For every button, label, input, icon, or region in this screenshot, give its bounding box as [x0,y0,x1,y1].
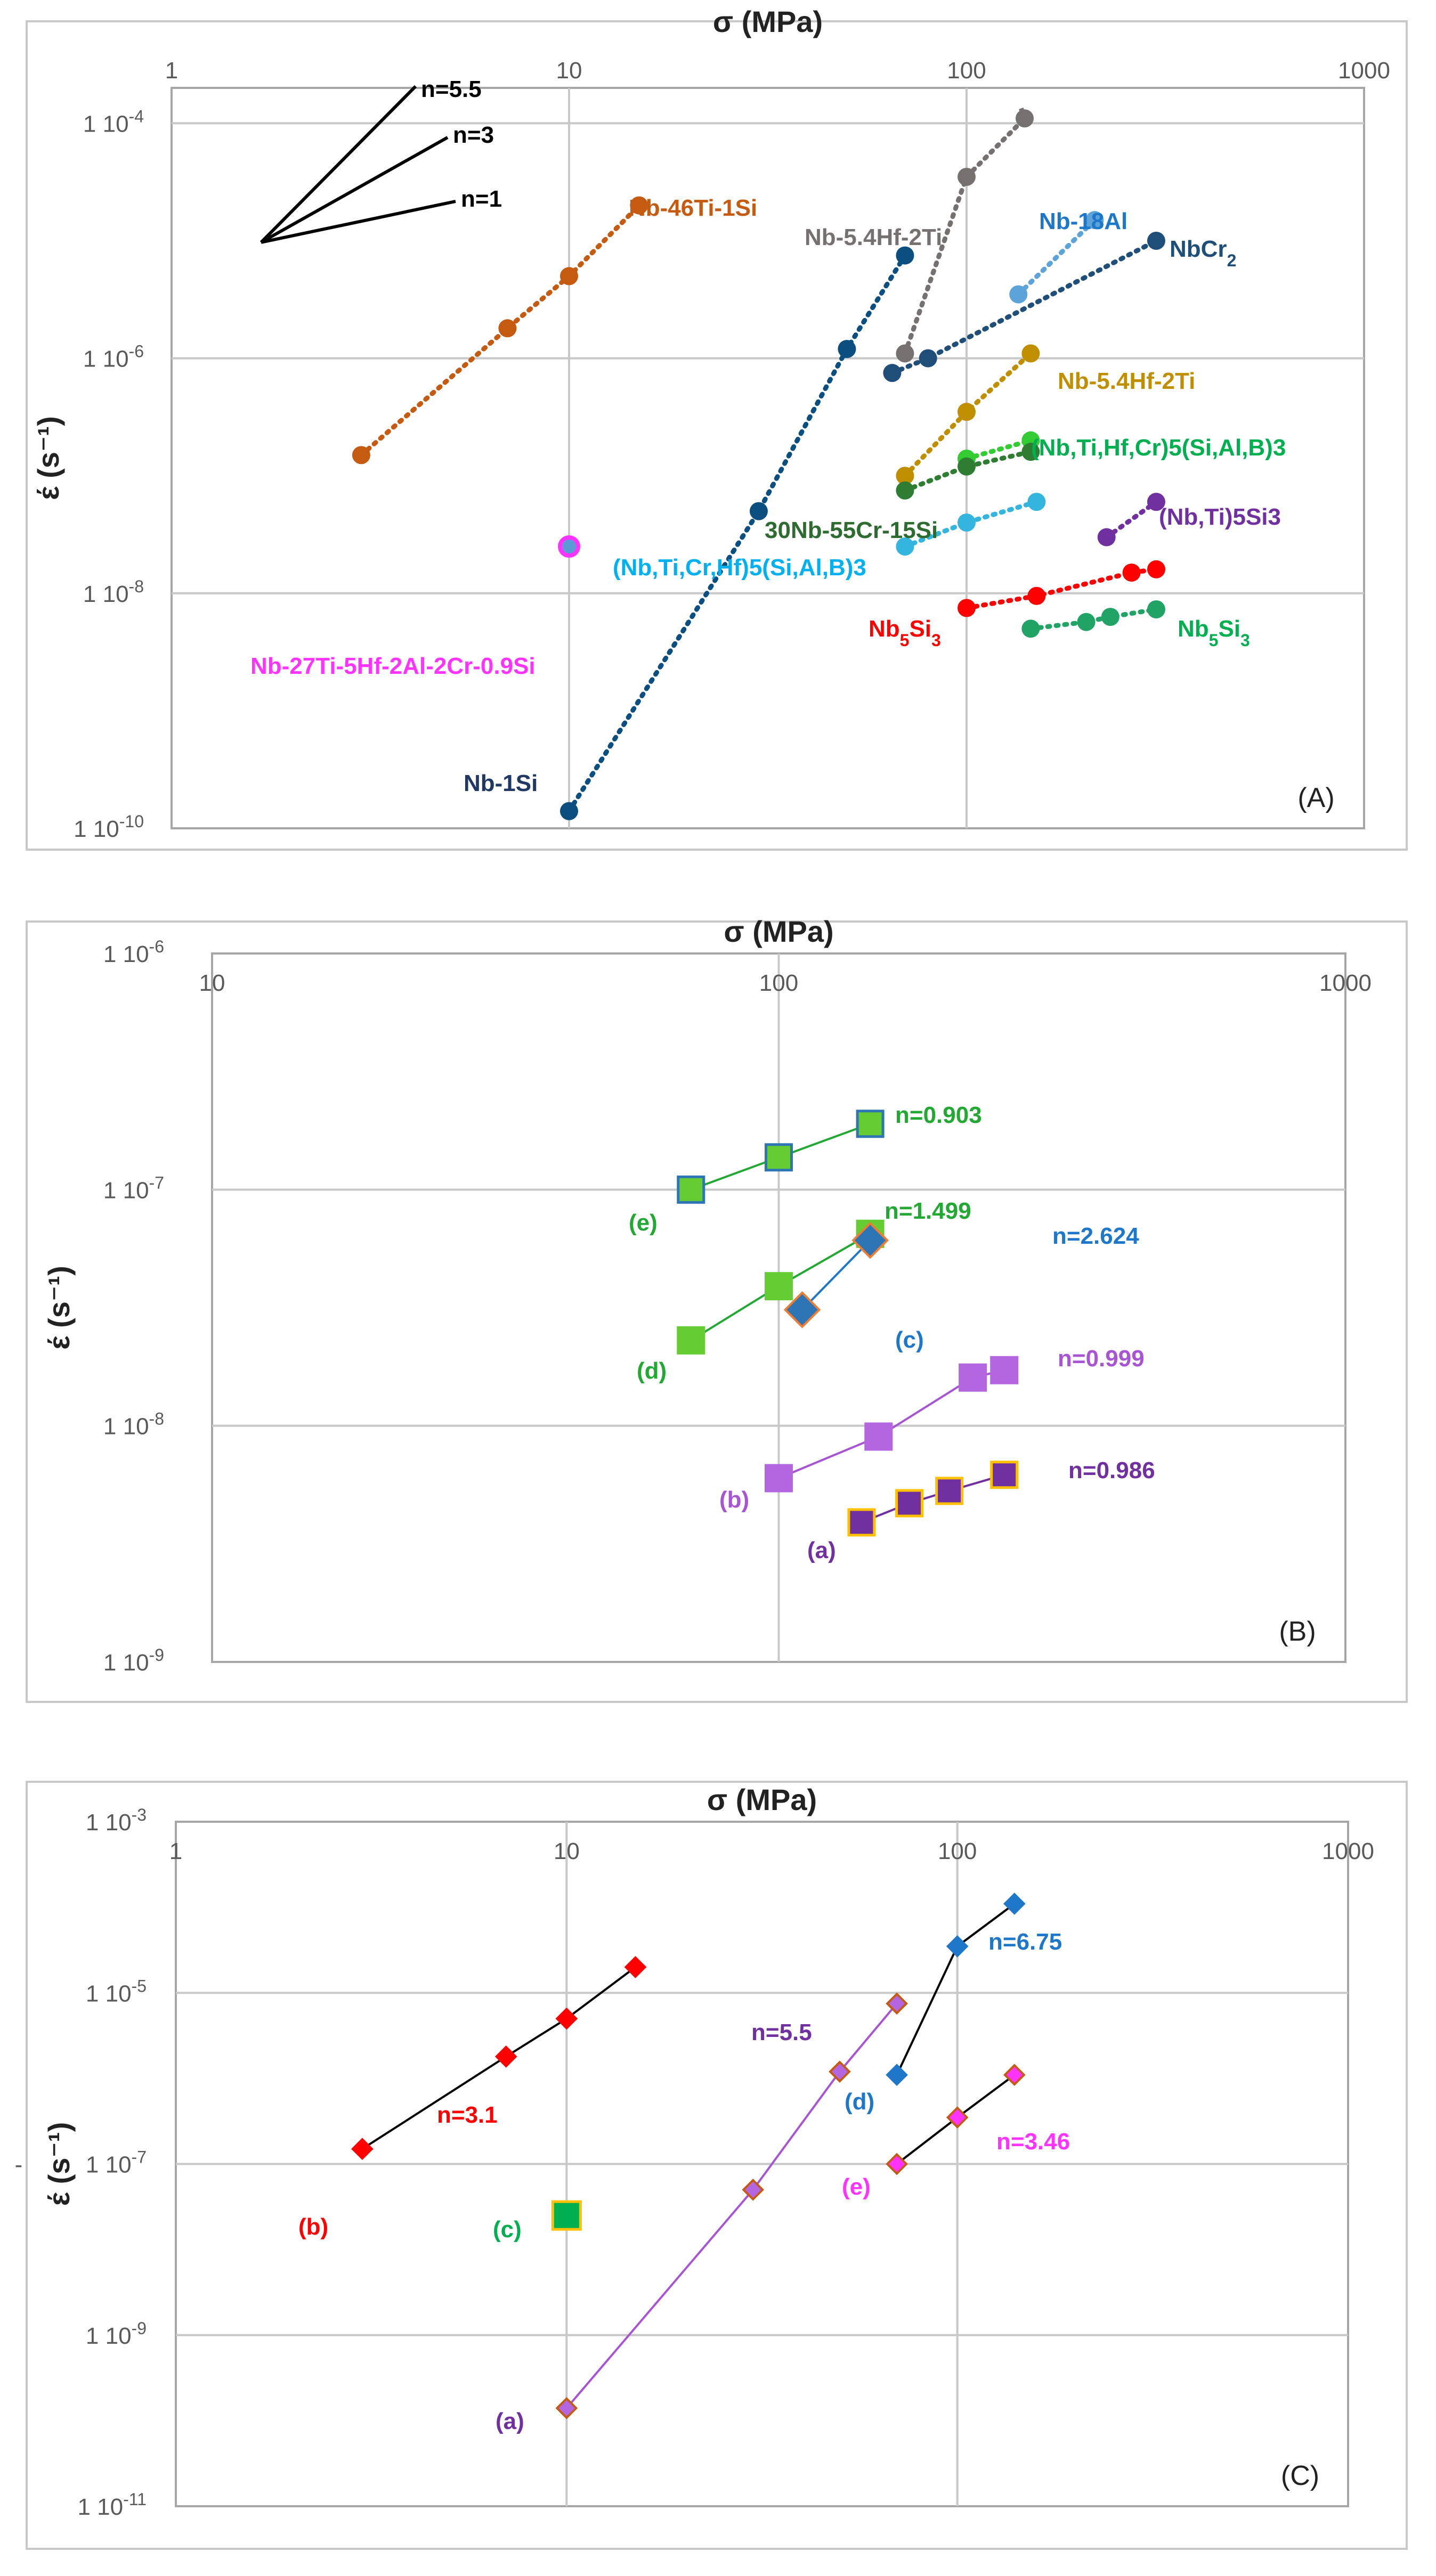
series-name: (c) [895,1327,924,1353]
x-tick-label: 10 [554,1838,580,1864]
x-tick-label: 1000 [1319,970,1372,996]
data-point [1123,564,1141,582]
slope-label: n=6.75 [988,1929,1062,1955]
series-label: Nb-5.4Hf-2Ti [1058,368,1195,394]
data-point [1027,587,1045,605]
data-point [958,599,976,617]
data-point [897,1490,922,1516]
data-point [1101,608,1119,626]
panel-b-frame [27,922,1407,1702]
data-point [560,802,578,820]
chart-title: σ (MPa) [707,1783,817,1816]
series-label: Nb-18Al [1039,208,1127,234]
x-tick-label: 10 [199,970,225,996]
series-label: Nb-1Si [464,770,538,796]
x-tick-label: 100 [938,1838,977,1864]
x-tick-label: 100 [759,970,798,996]
slope-label: n=0.903 [895,1102,982,1128]
data-point [958,513,976,532]
data-point [866,1424,891,1449]
data-point [678,1327,704,1353]
data-point [838,340,856,358]
panel-label: (C) [1281,2460,1319,2491]
figure-creep-plots: 1 10 100 10001 10-41 10-61 10-81 10-10σ (MP… [0,0,1436,2576]
data-point [960,1365,986,1390]
data-point [1027,493,1045,511]
chart-title: σ (MPa) [724,915,833,948]
series-label: (Nb,Ti,Cr,Hf)5(Si,Al,B)3 [613,555,866,581]
data-point [1077,613,1096,631]
data-point [1021,344,1040,362]
x-tick-label: 1 [169,1838,182,1864]
series-label: Nb-27Ti-5Hf-2Al-2Cr-0.9Si [250,653,536,679]
data-point [1147,600,1165,618]
series-label: Nb-5.4Hf-2Ti [805,224,942,250]
side-mark: - [15,2152,23,2178]
data-point [919,349,937,368]
y-axis-label: έ (s⁻¹) [42,1266,76,1349]
data-point [937,1478,962,1504]
data-point [1021,619,1040,638]
data-point [896,344,914,362]
data-point [1009,286,1027,304]
data-point [553,2202,580,2229]
slope-label: n=0.999 [1058,1346,1145,1372]
data-point [1147,232,1165,250]
data-point [766,1145,792,1170]
series-name: (d) [845,2089,874,2115]
series-label: (Nb,Ti,Hf,Cr)5(Si,Al,B)3 [1031,435,1286,461]
series-label: 30Nb-55Cr-15Si [765,517,938,543]
chart-title: σ (MPa) [713,5,823,38]
slope-key-label: n=5.5 [421,76,482,102]
series-name: (a) [807,1537,836,1563]
data-point [1147,560,1165,578]
x-tick-label: 1 [165,58,178,84]
data-point [766,1465,792,1491]
slope-label: n=2.624 [1052,1223,1139,1249]
series-label: Nb-46Ti-1Si [629,195,757,221]
data-point [1098,528,1116,547]
data-point [678,1177,704,1202]
series-name: (e) [629,1210,658,1236]
series-name: (a) [496,2408,524,2434]
data-point [560,537,578,556]
data-point [857,1111,883,1137]
data-point [896,482,914,500]
y-axis-label: έ (s⁻¹) [42,2122,76,2206]
x-tick-label: 1000 [1338,58,1390,84]
series-label: (Nb,Ti)5Si3 [1159,504,1281,530]
slope-label: n=0.986 [1068,1457,1155,1483]
data-point [958,168,976,186]
slope-key-label: n=3 [453,122,494,148]
slope-label: n=5.5 [751,2019,812,2045]
panel-c-frame [27,1782,1407,2549]
series-name: (c) [493,2216,522,2243]
slope-label: n=1.499 [885,1198,971,1224]
series-name: (b) [719,1487,749,1513]
x-tick-label: 10 [556,58,582,84]
x-tick-label: 100 [947,58,986,84]
series-name: (e) [842,2174,871,2200]
slope-key-label: n=1 [461,186,502,212]
data-point [560,267,578,285]
data-point [958,458,976,476]
data-point [958,403,976,421]
slope-label: n=3.46 [996,2129,1070,2155]
panel-label: (B) [1279,1616,1316,1647]
data-point [992,1462,1017,1488]
data-point [849,1510,874,1535]
data-point [498,319,516,337]
panel-label: (A) [1297,782,1334,813]
data-point [883,364,901,382]
data-point [992,1357,1017,1383]
data-point [352,446,370,464]
series-name: (b) [298,2214,328,2240]
series-name: (d) [637,1358,667,1384]
slope-label: n=3.1 [437,2102,498,2128]
y-axis-label: έ (s⁻¹) [31,416,65,500]
x-tick-label: 1000 [1322,1838,1374,1864]
data-point [766,1274,792,1299]
